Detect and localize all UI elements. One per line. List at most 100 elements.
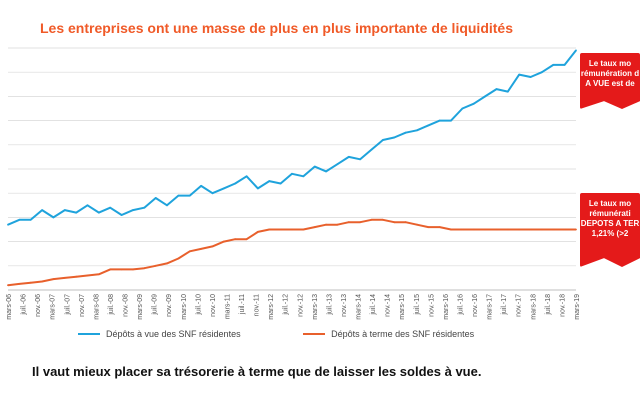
x-tick-label: mars-17 bbox=[487, 294, 494, 320]
data-point bbox=[29, 281, 32, 284]
data-point bbox=[438, 226, 441, 229]
data-point bbox=[427, 124, 430, 127]
data-point bbox=[313, 226, 316, 229]
x-tick-label: nov.-12 bbox=[297, 294, 304, 317]
legend-item-a-terme: Dépôts à terme des SNF résidentes bbox=[303, 329, 474, 339]
data-point bbox=[75, 275, 78, 278]
x-tick-label: nov.-13 bbox=[341, 294, 348, 317]
data-point bbox=[302, 228, 305, 231]
data-point bbox=[416, 129, 418, 132]
callout-a-vue-line: Le taux mo bbox=[588, 59, 632, 68]
data-point bbox=[541, 71, 543, 74]
x-tick-label: mars-08 bbox=[93, 294, 100, 320]
data-point bbox=[552, 228, 555, 231]
x-tick-label: juil.-08 bbox=[108, 294, 115, 316]
data-point bbox=[63, 209, 66, 212]
data-point bbox=[541, 228, 543, 231]
data-point bbox=[438, 119, 441, 122]
data-point bbox=[370, 148, 373, 151]
callout-a-terme-line: Le taux mo bbox=[588, 199, 632, 208]
data-point bbox=[109, 268, 112, 271]
legend-swatch-a-terme bbox=[303, 332, 326, 335]
x-tick-label: mars-13 bbox=[312, 294, 319, 320]
x-tick-label: juil.-18 bbox=[545, 294, 552, 316]
x-tick-label: juil.-15 bbox=[414, 294, 421, 316]
data-point bbox=[506, 90, 509, 93]
data-point bbox=[575, 49, 577, 52]
x-tick-label: nov.-16 bbox=[472, 294, 479, 317]
data-point bbox=[302, 175, 305, 178]
callout-a-vue-line: A VUE est de bbox=[585, 79, 635, 88]
x-tick-label: nov.-07 bbox=[79, 294, 86, 317]
x-tick-label: nov.-15 bbox=[428, 294, 435, 317]
data-point bbox=[143, 206, 146, 209]
x-tick-label: nov.-10 bbox=[210, 294, 217, 317]
data-point bbox=[347, 156, 350, 158]
x-tick-label: juil.-13 bbox=[326, 294, 333, 316]
data-point bbox=[291, 228, 293, 231]
data-point bbox=[393, 221, 396, 224]
x-tick-label: nov.-11 bbox=[254, 294, 261, 316]
data-point bbox=[268, 228, 271, 231]
data-point bbox=[495, 88, 498, 90]
data-point bbox=[506, 228, 509, 231]
x-tick-label: mars-06 bbox=[6, 294, 13, 320]
data-point bbox=[279, 182, 282, 185]
x-tick-label: nov.-06 bbox=[35, 294, 42, 317]
data-point bbox=[188, 250, 191, 253]
data-point bbox=[484, 95, 486, 98]
chart-legend: Dépôts à vue des SNF résidentes Dépôts à… bbox=[78, 329, 534, 343]
data-point bbox=[188, 194, 191, 197]
data-point bbox=[132, 209, 134, 212]
data-point bbox=[257, 231, 259, 233]
x-tick-label: juil.-16 bbox=[457, 294, 464, 316]
data-point bbox=[245, 238, 248, 241]
data-point bbox=[279, 228, 282, 231]
data-point bbox=[461, 107, 464, 110]
data-point bbox=[529, 76, 532, 78]
data-point bbox=[416, 223, 418, 226]
chart-title: Les entreprises ont une masse de plus en… bbox=[40, 20, 513, 36]
callout-a-terme: Le taux mo rémunérati DEPOTS A TER 1,21%… bbox=[580, 193, 640, 267]
data-point bbox=[86, 204, 89, 207]
data-point bbox=[393, 136, 396, 139]
x-tick-label: juil.-11 bbox=[239, 294, 246, 315]
data-point bbox=[75, 211, 78, 214]
data-point bbox=[404, 131, 407, 134]
data-point bbox=[154, 264, 157, 267]
x-tick-label: mars-16 bbox=[443, 294, 450, 320]
data-point bbox=[563, 228, 566, 231]
data-point bbox=[336, 223, 339, 226]
x-tick-label: juil.-06 bbox=[21, 294, 28, 316]
legend-item-a-vue: Dépôts à vue des SNF résidentes bbox=[78, 329, 241, 339]
data-point bbox=[234, 182, 237, 185]
data-point bbox=[109, 206, 112, 209]
conclusion-text: Il vaut mieux placer sa trésorerie à ter… bbox=[32, 364, 482, 379]
data-point bbox=[404, 221, 407, 224]
data-point bbox=[98, 211, 100, 214]
x-tick-label: juil.-07 bbox=[64, 294, 71, 316]
x-tick-label: nov.-17 bbox=[516, 294, 523, 317]
data-point bbox=[52, 216, 55, 219]
data-point bbox=[222, 240, 225, 243]
data-point bbox=[291, 172, 293, 175]
x-tick-label: juil.-12 bbox=[283, 294, 290, 316]
data-point bbox=[211, 245, 214, 248]
data-point bbox=[472, 228, 475, 231]
data-point bbox=[257, 187, 259, 190]
data-point bbox=[18, 283, 21, 285]
data-point bbox=[347, 221, 350, 224]
data-point bbox=[484, 228, 486, 231]
x-tick-label: mars-15 bbox=[399, 294, 406, 320]
data-point bbox=[325, 223, 327, 226]
x-tick-label: juil.-14 bbox=[370, 294, 377, 316]
callout-a-terme-line: rémunérati bbox=[589, 209, 631, 218]
callout-a-terme-line: DEPOTS A TER bbox=[580, 219, 640, 228]
x-tick-label: juil.-10 bbox=[195, 294, 202, 316]
data-point bbox=[120, 268, 123, 271]
data-point bbox=[461, 228, 464, 231]
data-point bbox=[234, 238, 237, 241]
data-point bbox=[132, 268, 134, 271]
